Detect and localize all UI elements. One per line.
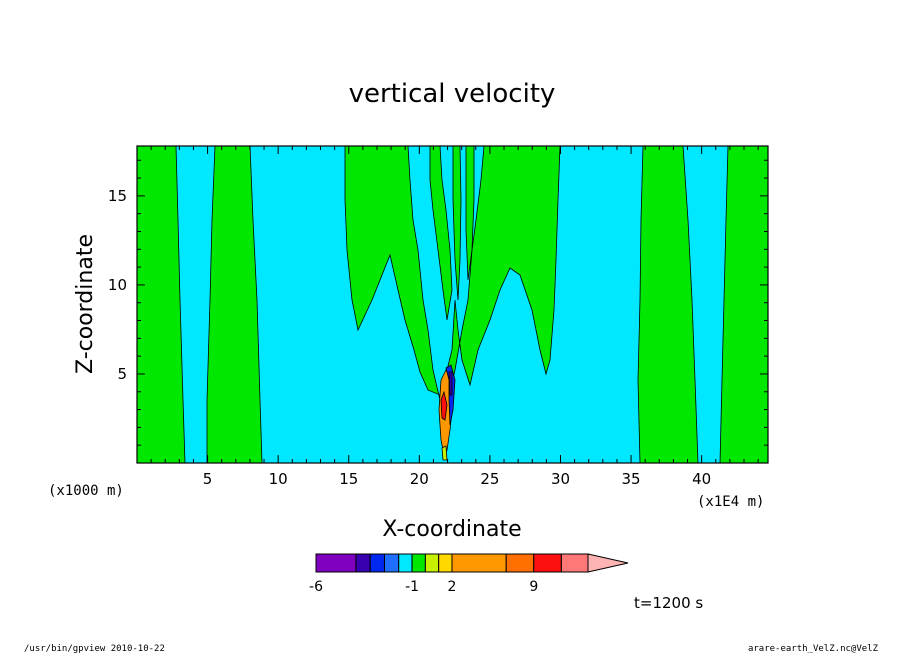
time-label: t=1200 s xyxy=(634,594,703,612)
positive-region xyxy=(452,146,462,301)
colorbar-box xyxy=(355,553,371,573)
colorbar-tick-label: -1 xyxy=(405,579,419,595)
colorbar-box xyxy=(315,553,357,573)
footer-left: /usr/bin/gpview 2010-10-22 xyxy=(24,644,165,654)
y-tick-label: 5 xyxy=(117,365,127,383)
positive-region xyxy=(137,146,186,463)
x-tick-label: 20 xyxy=(410,470,429,488)
positive-region xyxy=(719,146,768,463)
positive-region xyxy=(429,146,453,321)
colorbar-box xyxy=(451,553,507,573)
y-axis-label: Z-coordinate xyxy=(73,234,98,374)
chart-title: vertical velocity xyxy=(349,79,556,109)
colorbar-tick-label: -6 xyxy=(309,579,323,595)
axis-tick-labels: 5 10 15 20 25 30 35 40 5 10 15 xyxy=(108,187,711,488)
positive-region xyxy=(637,146,699,463)
x-axis-label: X-coordinate xyxy=(382,517,521,542)
plot-area xyxy=(137,146,768,463)
x-tick-label: 35 xyxy=(622,470,641,488)
x-tick-label: 30 xyxy=(551,470,570,488)
colorbar-tick-label: 9 xyxy=(529,579,538,595)
contour-fills xyxy=(137,146,768,463)
axis-ticks xyxy=(137,146,768,463)
colorbar-extend-arrow xyxy=(587,553,629,573)
footer-right: arare-earth_VelZ.nc@VelZ xyxy=(748,644,879,654)
x-tick-label: 25 xyxy=(480,470,499,488)
core-updraft-peak xyxy=(440,390,448,421)
colorbar-box xyxy=(369,553,385,573)
colorbar-box xyxy=(383,553,400,573)
plot-frame xyxy=(136,145,769,464)
x-scale-note: (x1E4 m) xyxy=(697,494,764,510)
colorbar-box xyxy=(438,553,453,573)
x-tick-label: 15 xyxy=(339,470,358,488)
x-unit-label: (x1000 m) xyxy=(48,483,124,499)
y-tick-label: 10 xyxy=(108,276,127,294)
colorbar-box xyxy=(398,553,413,573)
x-tick-label: 40 xyxy=(692,470,711,488)
y-tick-label: 15 xyxy=(108,187,127,205)
core-downdraft-strong xyxy=(448,371,453,396)
colorbar-box xyxy=(424,553,440,573)
core-light-region xyxy=(441,445,448,461)
positive-region xyxy=(206,146,263,463)
x-tick-label: 10 xyxy=(269,470,288,488)
colorbar-box xyxy=(560,553,589,573)
colorbar-box xyxy=(533,553,562,573)
colorbar xyxy=(315,553,629,573)
colorbar-tick-labels: -6 -1 2 9 xyxy=(309,579,538,595)
colorbar-tick-label: 2 xyxy=(448,579,457,595)
colorbar-box xyxy=(411,553,426,573)
positive-region xyxy=(465,146,475,281)
colorbar-box xyxy=(505,553,535,573)
x-tick-label: 5 xyxy=(203,470,213,488)
